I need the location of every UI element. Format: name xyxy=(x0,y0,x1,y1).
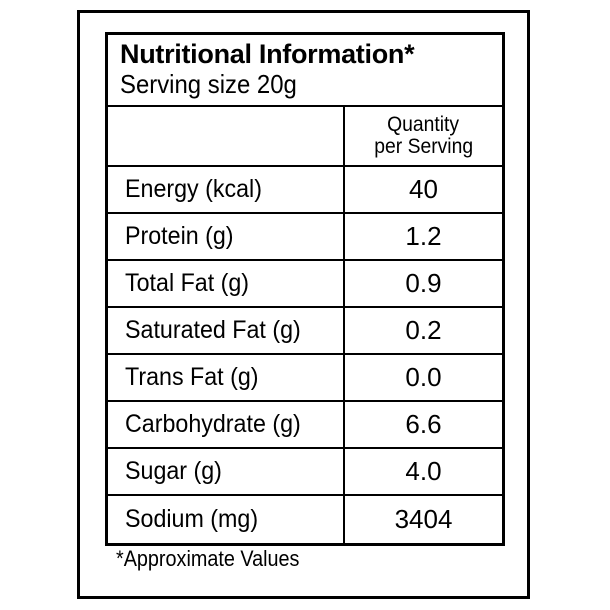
table-row: Sodium (mg) 3404 xyxy=(108,496,502,543)
nutrient-value: 6.6 xyxy=(405,409,442,439)
nutrient-value: 1.2 xyxy=(405,221,442,251)
nutrient-column-header xyxy=(108,107,345,165)
nutrient-label-trans-fat: Trans Fat (g) xyxy=(125,363,259,391)
table-row: Protein (g) 1.2 xyxy=(108,214,502,261)
nutrient-name: Protein (g) xyxy=(108,214,345,259)
nutrient-label-sodium: Sodium (mg) xyxy=(125,505,259,533)
label-border-frame xyxy=(77,10,530,599)
nutrient-value: 3404 xyxy=(394,504,453,534)
nutrient-label-total-fat: Total Fat (g) xyxy=(125,269,250,297)
nutrient-value: 40 xyxy=(409,174,438,204)
table-row: Carbohydrate (g) 6.6 xyxy=(108,402,502,449)
quantity-header-line2: per Serving xyxy=(374,135,473,158)
panel-title: Nutritional Information* xyxy=(120,39,415,69)
nutrient-name: Carbohydrate (g) xyxy=(108,402,345,447)
nutrient-name: Saturated Fat (g) xyxy=(108,308,345,353)
column-header-row: Quantity per Serving xyxy=(108,107,502,167)
quantity-header-line1: Quantity xyxy=(387,113,460,136)
nutrition-facts-table: Nutritional Information* Serving size 20… xyxy=(105,32,505,546)
nutrient-label-sugar: Sugar (g) xyxy=(125,457,222,485)
table-row: Saturated Fat (g) 0.2 xyxy=(108,308,502,355)
table-row: Trans Fat (g) 0.0 xyxy=(108,355,502,402)
nutrient-label-protein: Protein (g) xyxy=(125,222,234,250)
nutrient-name: Energy (kcal) xyxy=(108,167,345,212)
quantity-column-header: Quantity per Serving xyxy=(345,107,502,165)
nutrient-label-saturated-fat: Saturated Fat (g) xyxy=(125,316,301,344)
nutrient-name: Sodium (mg) xyxy=(108,496,345,543)
table-row: Total Fat (g) 0.9 xyxy=(108,261,502,308)
nutrient-name: Total Fat (g) xyxy=(108,261,345,306)
nutrient-name: Trans Fat (g) xyxy=(108,355,345,400)
nutrient-label-carbohydrate: Carbohydrate (g) xyxy=(125,410,301,438)
nutrient-value: 0.9 xyxy=(405,268,442,298)
table-row: Energy (kcal) 40 xyxy=(108,167,502,214)
table-header: Nutritional Information* Serving size 20… xyxy=(108,35,502,107)
table-row: Sugar (g) 4.0 xyxy=(108,449,502,496)
nutrient-value: 4.0 xyxy=(405,456,442,486)
nutrient-value: 0.0 xyxy=(405,362,442,392)
footnote-approximate-values: *Approximate Values xyxy=(116,546,300,571)
nutrient-label-energy: Energy (kcal) xyxy=(125,175,262,203)
nutrient-name: Sugar (g) xyxy=(108,449,345,494)
nutrient-value: 0.2 xyxy=(405,315,442,345)
serving-size: Serving size 20g xyxy=(120,69,297,99)
